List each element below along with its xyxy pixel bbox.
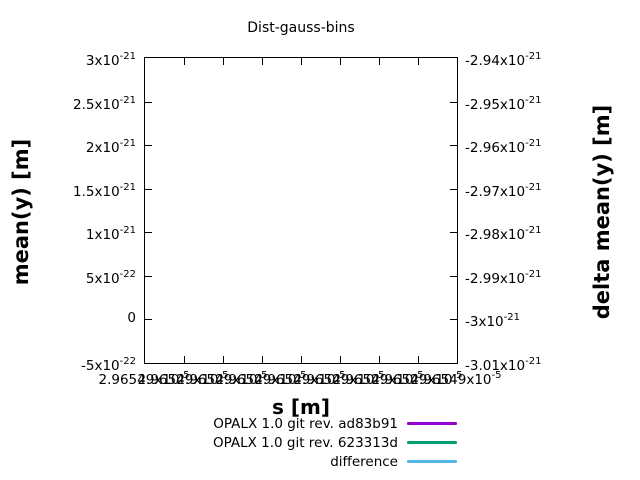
axis-tick-mark [145, 145, 152, 147]
x-tick-label: 2.96549x10-5 [98, 370, 190, 388]
axis-tick-mark [418, 58, 419, 65]
axis-tick-mark [450, 319, 457, 321]
legend-label: difference [330, 453, 398, 470]
axis-tick-mark [418, 356, 419, 363]
axis-tick-mark [262, 58, 263, 65]
axis-tick-mark [301, 58, 302, 65]
legend-item: OPALX 1.0 git rev. ad83b91 [213, 414, 457, 433]
y-right-tick-label: -2.99x10-21 [465, 268, 542, 287]
axis-tick-mark [145, 275, 152, 277]
axis-tick-mark [379, 58, 380, 65]
axis-tick-mark [184, 356, 185, 363]
axis-tick-mark [223, 356, 224, 363]
x-tick-label: 2.96549x10-5 [332, 370, 424, 388]
x-tick-label: 2.96549x10-5 [176, 370, 268, 388]
y-left-tick-label: 0 [127, 310, 136, 327]
axis-tick-mark [450, 101, 457, 103]
y-right-tick-label: -2.96x10-21 [465, 138, 542, 157]
axis-tick-mark [145, 232, 152, 234]
legend-line-swatch [407, 422, 457, 425]
axis-tick-mark [450, 145, 457, 147]
legend: OPALX 1.0 git rev. ad83b91 OPALX 1.0 git… [0, 414, 457, 471]
axis-tick-mark [340, 356, 341, 363]
x-axis-label: s [m] [272, 395, 330, 419]
y-left-tick-label: 5x10-22 [85, 268, 136, 287]
axis-tick-mark [145, 188, 152, 190]
y-right-tick-label: -3.01x10-21 [465, 356, 542, 374]
x-tick-label: 2.96549x10-5 [293, 370, 385, 388]
plot-area [144, 57, 458, 364]
axis-tick-mark [450, 232, 457, 234]
y-right-tick-label: -2.97x10-21 [465, 181, 542, 200]
axis-tick-mark [145, 319, 152, 321]
legend-line-swatch [407, 460, 457, 463]
y-right-tick-label: -2.98x10-21 [465, 225, 542, 244]
axis-tick-mark [262, 356, 263, 363]
x-tick-label: 2.96549x10-5 [371, 370, 463, 388]
y-left-tick-label: 2.5x10-21 [73, 94, 136, 113]
y-axis-label-left: mean(y) [m] [9, 138, 33, 286]
y-left-tick-label: 1x10-21 [85, 225, 136, 244]
axis-tick-mark [184, 58, 185, 65]
y-right-tick-label: -3x10-21 [465, 312, 520, 331]
x-tick-label: 2.96549x10-5 [215, 370, 307, 388]
axis-tick-mark [223, 58, 224, 65]
y-left-tick-label: -5x10-22 [81, 356, 136, 374]
y-right-tick-label: -2.95x10-21 [465, 94, 542, 113]
legend-item: difference [330, 452, 457, 471]
legend-line-swatch [407, 441, 457, 444]
chart-title: Dist-gauss-bins [247, 20, 355, 36]
legend-item: OPALX 1.0 git rev. 623313d [213, 433, 457, 452]
x-tick-label: 2.96549x10-5 [137, 370, 229, 388]
axis-tick-mark [301, 356, 302, 363]
y-left-tick-label: 1.5x10-21 [73, 181, 136, 200]
x-tick-label: 2.96549x10-5 [410, 370, 502, 388]
legend-label: OPALX 1.0 git rev. 623313d [212, 434, 398, 451]
axis-tick-mark [379, 356, 380, 363]
legend-label: OPALX 1.0 git rev. ad83b91 [213, 415, 398, 432]
axis-tick-mark [340, 58, 341, 65]
y-right-tick-label: -2.94x10-21 [465, 51, 542, 69]
y-left-tick-label: 3x10-21 [85, 51, 136, 69]
axis-tick-mark [450, 188, 457, 190]
axis-tick-mark [145, 101, 152, 103]
x-tick-label: 2.96549x10-5 [254, 370, 346, 388]
y-left-tick-label: 2x10-21 [85, 138, 136, 157]
axis-tick-mark [450, 275, 457, 277]
